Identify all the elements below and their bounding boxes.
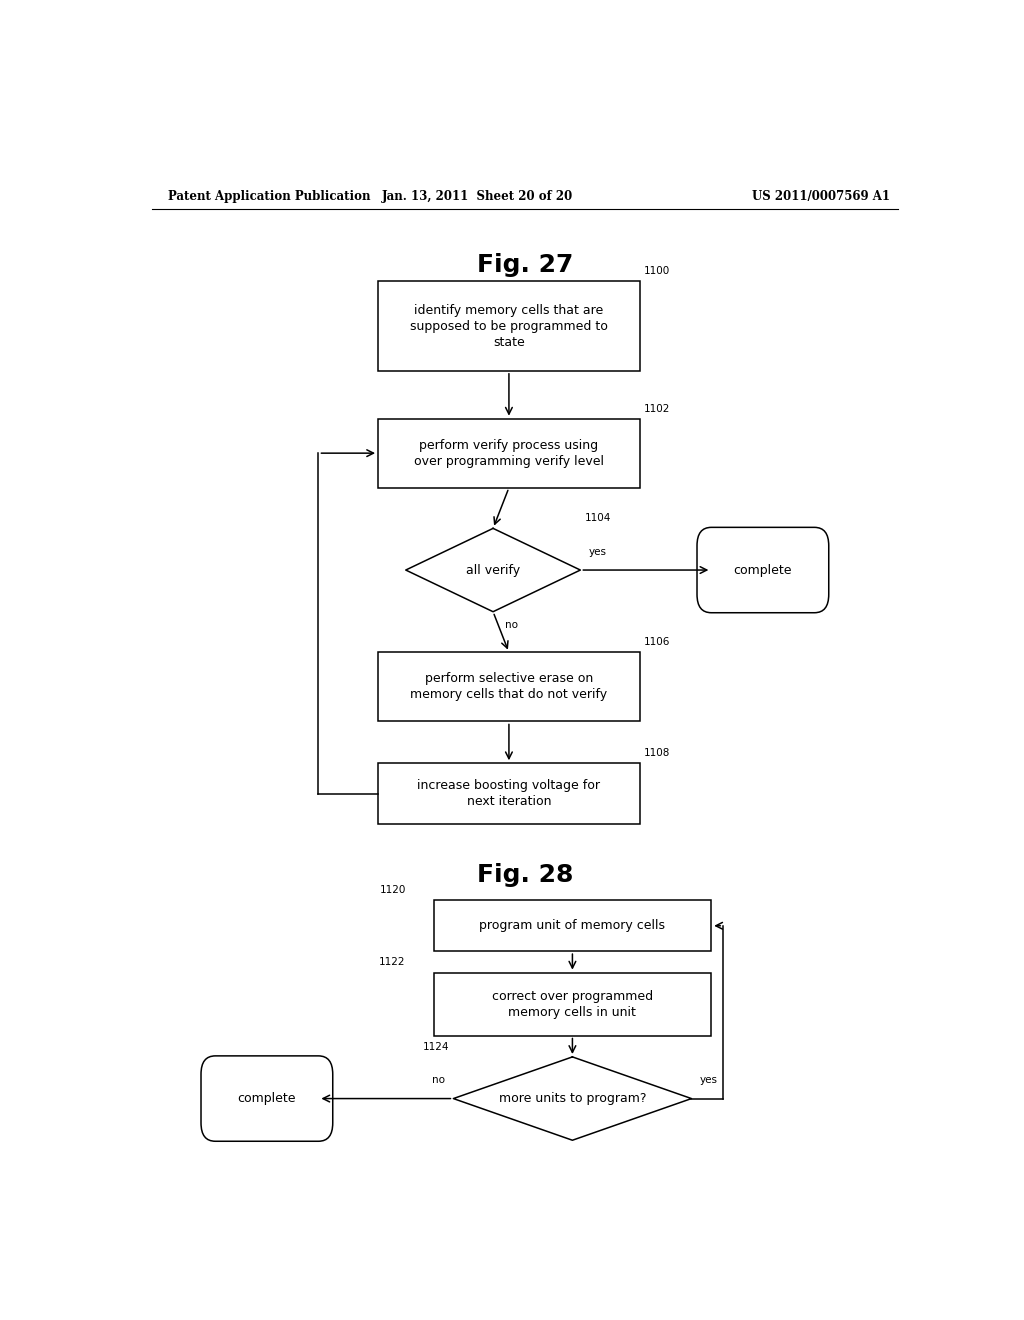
Text: Fig. 27: Fig. 27 — [476, 253, 573, 277]
Text: 1102: 1102 — [644, 404, 671, 413]
Text: Fig. 28: Fig. 28 — [476, 863, 573, 887]
FancyBboxPatch shape — [697, 528, 828, 612]
Text: Jan. 13, 2011  Sheet 20 of 20: Jan. 13, 2011 Sheet 20 of 20 — [382, 190, 572, 202]
Text: yes: yes — [588, 546, 606, 557]
Text: 1108: 1108 — [644, 748, 671, 758]
FancyBboxPatch shape — [433, 973, 712, 1036]
Text: program unit of memory cells: program unit of memory cells — [479, 919, 666, 932]
Text: yes: yes — [699, 1076, 718, 1085]
Text: 1106: 1106 — [644, 638, 671, 647]
Text: identify memory cells that are
supposed to be programmed to
state: identify memory cells that are supposed … — [410, 304, 608, 348]
Text: 1120: 1120 — [379, 886, 406, 895]
Text: no: no — [505, 620, 518, 630]
FancyBboxPatch shape — [378, 281, 640, 371]
Text: more units to program?: more units to program? — [499, 1092, 646, 1105]
FancyBboxPatch shape — [378, 763, 640, 824]
Text: perform verify process using
over programming verify level: perform verify process using over progra… — [414, 438, 604, 467]
Text: increase boosting voltage for
next iteration: increase boosting voltage for next itera… — [418, 779, 600, 808]
Text: all verify: all verify — [466, 564, 520, 577]
FancyBboxPatch shape — [378, 418, 640, 487]
Text: Patent Application Publication: Patent Application Publication — [168, 190, 371, 202]
Text: 1122: 1122 — [379, 957, 406, 968]
Text: 1100: 1100 — [644, 267, 670, 276]
FancyBboxPatch shape — [201, 1056, 333, 1142]
FancyBboxPatch shape — [433, 900, 712, 952]
Text: correct over programmed
memory cells in unit: correct over programmed memory cells in … — [492, 990, 653, 1019]
Text: no: no — [432, 1076, 445, 1085]
FancyBboxPatch shape — [378, 652, 640, 722]
Text: perform selective erase on
memory cells that do not verify: perform selective erase on memory cells … — [411, 672, 607, 701]
Text: 1124: 1124 — [423, 1041, 450, 1052]
Text: complete: complete — [238, 1092, 296, 1105]
Text: 1104: 1104 — [585, 513, 610, 523]
Text: US 2011/0007569 A1: US 2011/0007569 A1 — [752, 190, 890, 202]
Text: complete: complete — [733, 564, 793, 577]
